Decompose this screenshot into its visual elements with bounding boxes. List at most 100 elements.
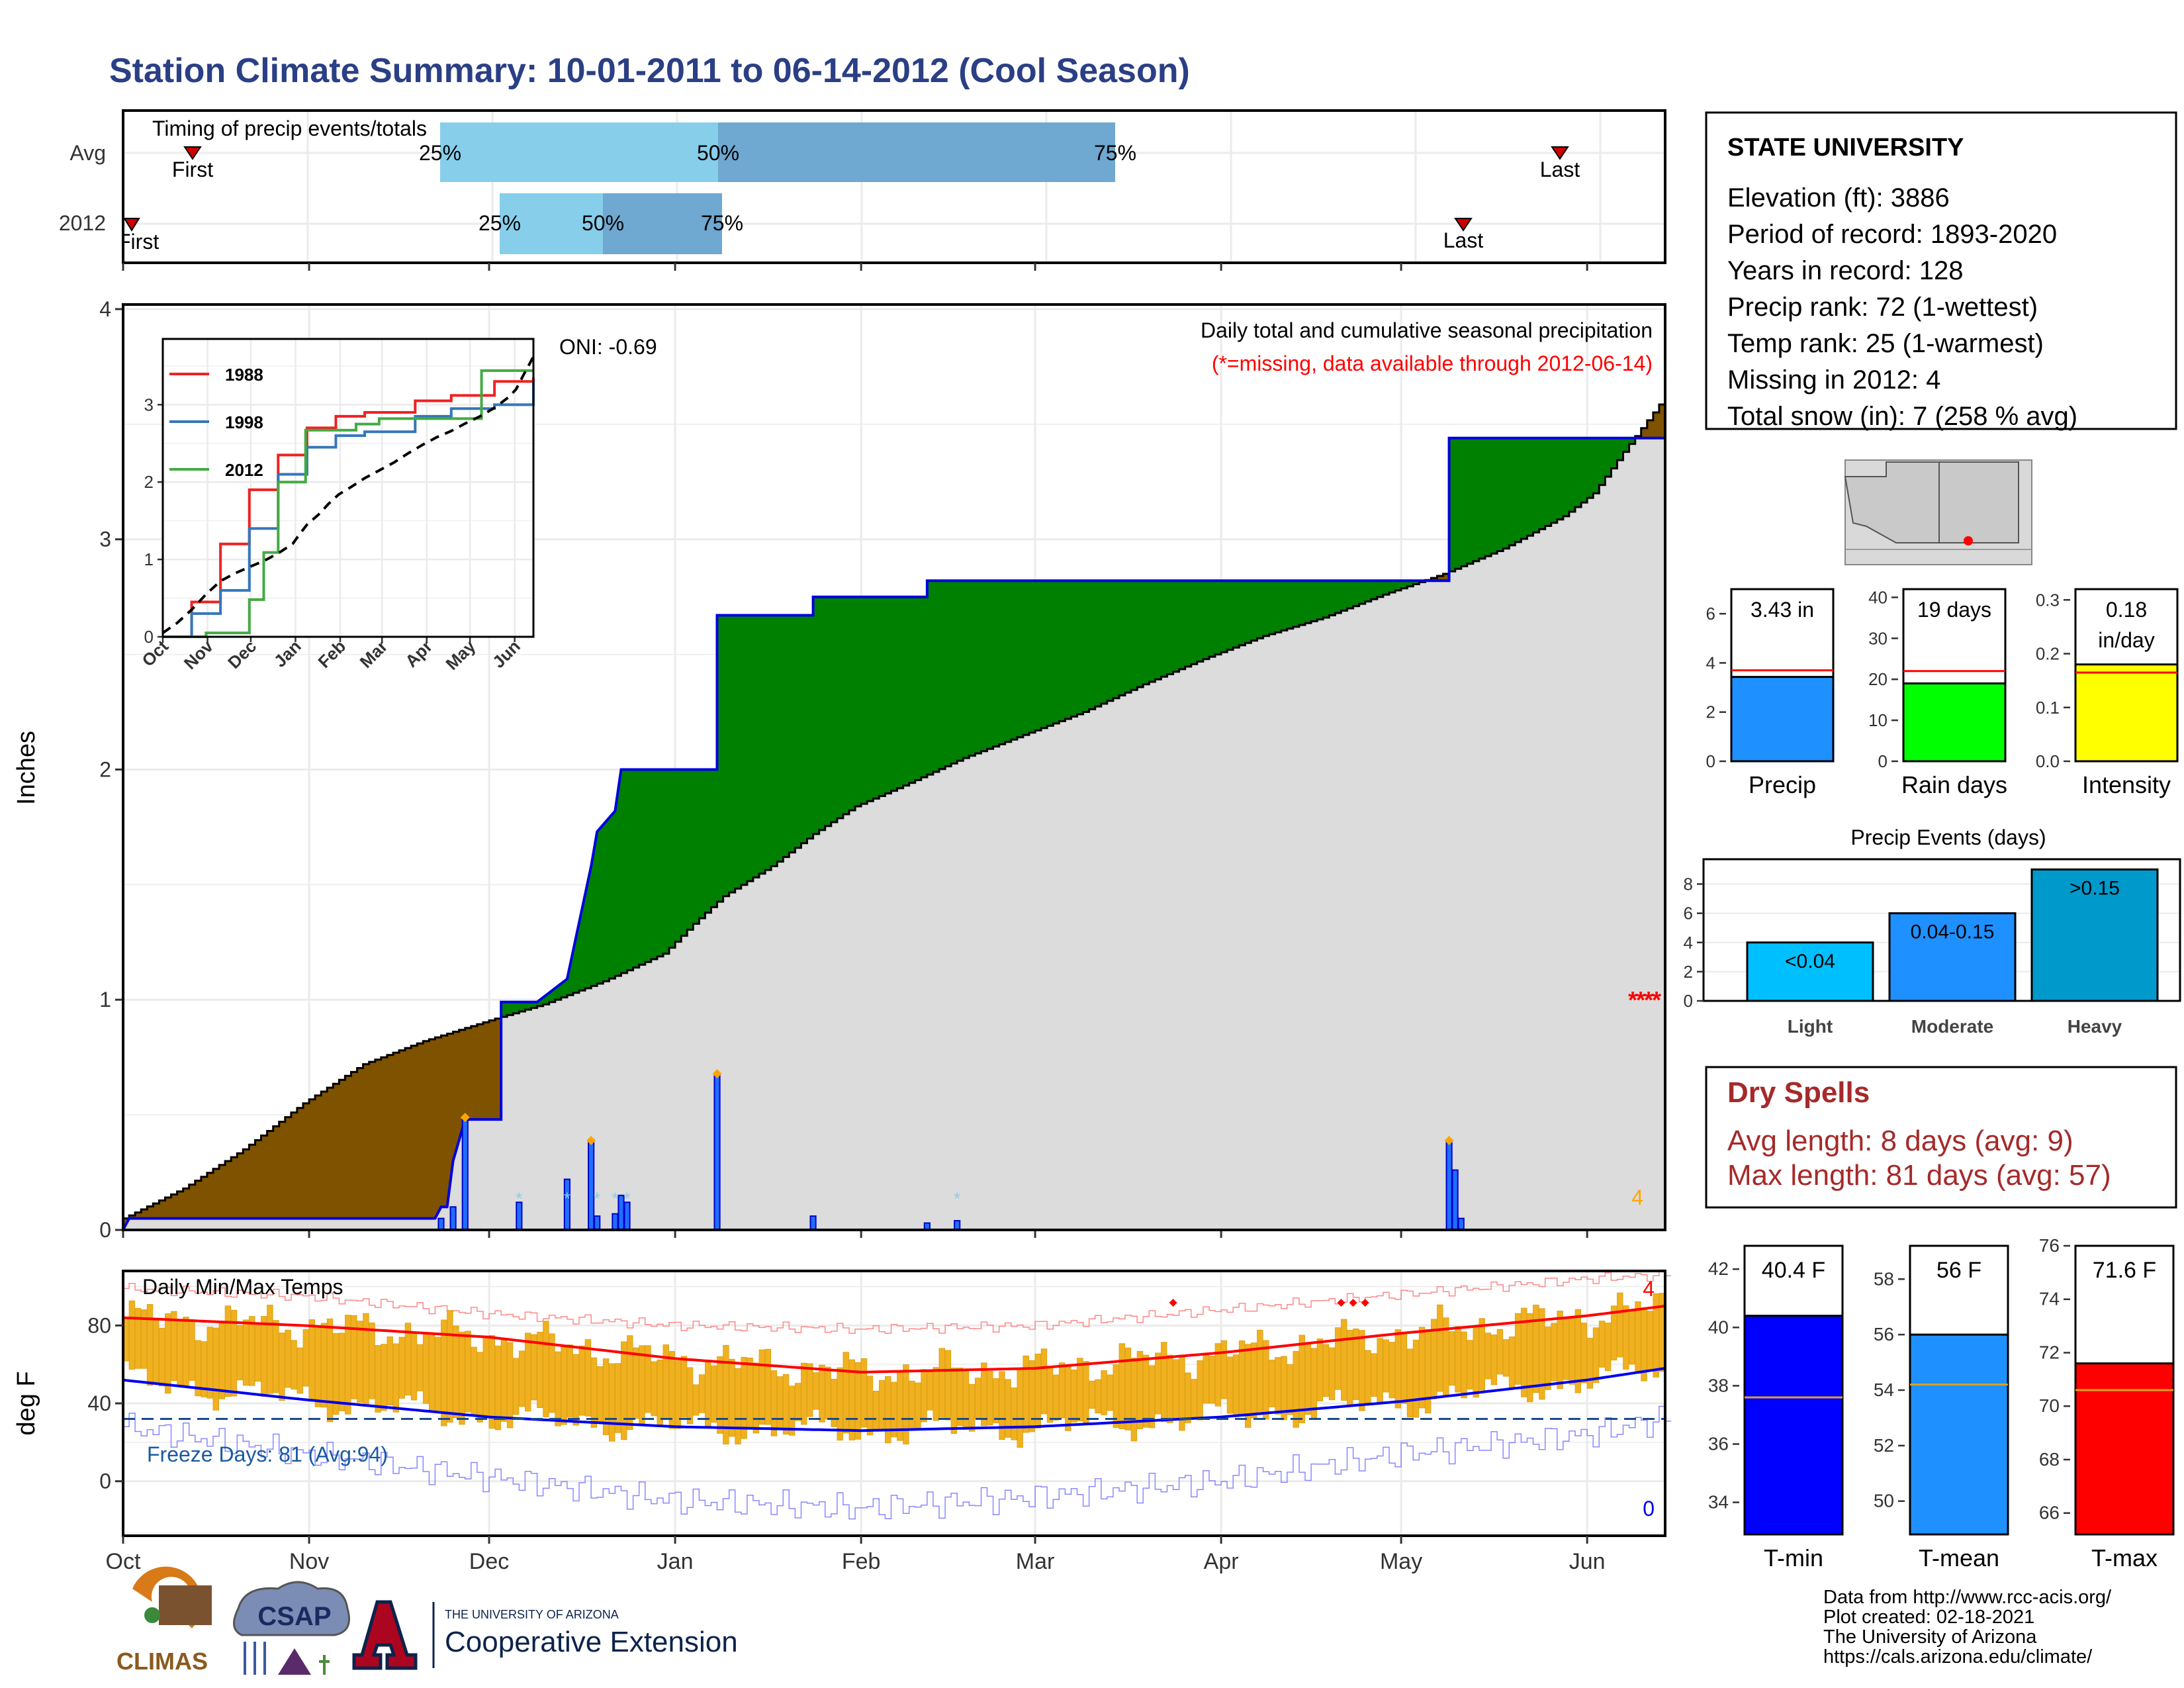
- daily-temp-bar: [152, 1319, 159, 1383]
- y2012-first-marker: [123, 218, 140, 232]
- daily-temp-bar: [711, 1365, 717, 1423]
- snow-marker: *: [564, 1189, 570, 1209]
- daily-temp-bar: [987, 1371, 993, 1426]
- footer-line-3: The University of Arizona: [1823, 1626, 2037, 1648]
- daily-temp-bar: [1310, 1348, 1318, 1419]
- daily-temp-bar: [1569, 1318, 1575, 1385]
- daily-temp-bar: [1298, 1335, 1305, 1424]
- daily-temp-bar: [1365, 1350, 1371, 1403]
- station-frame: [1705, 111, 2177, 430]
- daily-temp-bar: [404, 1323, 412, 1396]
- temp-summary-ytick-label: 56: [1874, 1324, 1894, 1344]
- summary-bar-ytick-label: 0.2: [2036, 644, 2060, 664]
- summary-bar-ytick-label: 4: [1706, 653, 1715, 673]
- events-ytick-label: 8: [1684, 874, 1693, 894]
- daily-temp-bar: [512, 1358, 520, 1415]
- station-location-dot: [1964, 536, 1973, 545]
- events-ytick-label: 0: [1684, 991, 1693, 1011]
- record-high-marker: [1361, 1299, 1369, 1307]
- daily-temp-bar: [338, 1333, 345, 1411]
- daily-temp-bar: [369, 1322, 375, 1399]
- daily-temp-bar: [1412, 1339, 1420, 1418]
- daily-temp-bar: [1118, 1343, 1125, 1429]
- climas-logo: CLIMAS: [116, 1566, 212, 1675]
- climas-logo-text: CLIMAS: [116, 1648, 208, 1675]
- summary-bar-ytick-label: 0: [1878, 751, 1888, 771]
- daily-precip-bar: [809, 1215, 817, 1231]
- temp-count-top: 4: [1643, 1277, 1655, 1301]
- summary-bar-ytick-label: 0.3: [2036, 590, 2060, 610]
- precip-ytick-label: 0: [99, 1218, 111, 1242]
- daily-temp-bar: [248, 1316, 255, 1386]
- daily-temp-bar: [375, 1345, 381, 1413]
- daily-temp-bar: [326, 1318, 334, 1423]
- daily-temp-bar: [273, 1320, 279, 1393]
- daily-precip-bar: [612, 1213, 619, 1231]
- daily-temp-bar: [705, 1362, 711, 1427]
- summary-bar-ytick-label: 0.0: [2036, 751, 2060, 771]
- daily-temp-bar: [1388, 1342, 1395, 1399]
- temp-summary-name: T-max: [2091, 1544, 2158, 1571]
- daily-temp-bar: [956, 1368, 964, 1427]
- daily-temp-bar: [633, 1347, 639, 1419]
- ua-logo: THE UNIVERSITY OF ARIZONA Cooperative Ex…: [352, 1600, 738, 1670]
- daily-temp-bar: [608, 1363, 615, 1442]
- summary-bar-name: Intensity: [2082, 771, 2171, 798]
- daily-precip-bar: [617, 1194, 625, 1231]
- daily-temp-bar: [1148, 1365, 1156, 1429]
- daily-temp-bar: [993, 1378, 999, 1423]
- daily-temp-bar: [285, 1329, 291, 1388]
- daily-temp-bar: [885, 1376, 891, 1444]
- daily-temp-bar: [837, 1367, 843, 1441]
- daily-temp-bar: [1629, 1309, 1635, 1365]
- daily-temp-bar: [968, 1383, 976, 1432]
- dry-spells-line1: Avg length: 8 days (avg: 9): [1727, 1125, 2073, 1157]
- inset-legend-1998: 1998: [225, 412, 263, 432]
- daily-temp-bar: [291, 1340, 297, 1390]
- month-label: Mar: [1016, 1549, 1055, 1574]
- daily-temp-bar: [872, 1391, 880, 1431]
- temp-summary-ytick-label: 76: [2039, 1235, 2060, 1256]
- daily-temp-bar: [758, 1349, 766, 1425]
- dry-spells-title: Dry Spells: [1727, 1076, 1870, 1109]
- temp-summary-bar-t-max: [2074, 1362, 2175, 1536]
- temp-summary-bar-t-min: [1743, 1315, 1844, 1536]
- temp-title: Daily Min/Max Temps: [142, 1275, 343, 1299]
- daily-temp-bar: [1275, 1357, 1281, 1415]
- svg-text:*: *: [1644, 986, 1653, 1013]
- daily-temp-bar: [698, 1374, 705, 1413]
- events-bar-moderate: [1888, 912, 2017, 1002]
- daily-temp-bar: [195, 1340, 201, 1397]
- temp-ytick-label: 40: [87, 1391, 111, 1415]
- daily-temp-bar: [453, 1325, 459, 1419]
- daily-temp-bar: [782, 1374, 790, 1435]
- precip-missing-note: (*=missing, data available through 2012-…: [1212, 352, 1653, 375]
- daily-temp-bar: [1617, 1292, 1623, 1358]
- inset-ytick-label: 1: [144, 549, 154, 569]
- record-high-marker: [1169, 1299, 1177, 1307]
- temp-summary-ytick-label: 40: [1708, 1317, 1729, 1337]
- daily-temp-bar: [1232, 1354, 1240, 1417]
- daily-temp-bar: [537, 1331, 543, 1409]
- snow-marker: *: [612, 1189, 618, 1209]
- temp-summary-value-label: 56 F: [1936, 1258, 1981, 1283]
- station-name: STATE UNIVERSITY: [1727, 134, 1964, 162]
- daily-temp-bar: [1496, 1329, 1504, 1375]
- daily-temp-bar: [1580, 1323, 1588, 1383]
- missing-markers: ****: [1628, 986, 1661, 1013]
- avg-p25-label: 25%: [419, 141, 461, 165]
- daily-temp-bar: [1064, 1364, 1071, 1431]
- daily-temp-bar: [435, 1336, 441, 1411]
- daily-temp-bar: [627, 1335, 633, 1430]
- daily-temp-bar: [974, 1378, 981, 1419]
- svg-text:*: *: [1628, 986, 1637, 1013]
- daily-temp-bar: [915, 1382, 921, 1429]
- daily-temp-bar: [1383, 1339, 1389, 1393]
- daily-temp-bar: [183, 1317, 189, 1387]
- daily-temp-bar: [279, 1333, 285, 1401]
- daily-temp-bar: [657, 1359, 663, 1427]
- daily-temp-bar: [944, 1350, 952, 1421]
- station-line-3: Years in record: 128: [1727, 256, 1964, 285]
- daily-precip-bar: [449, 1206, 457, 1231]
